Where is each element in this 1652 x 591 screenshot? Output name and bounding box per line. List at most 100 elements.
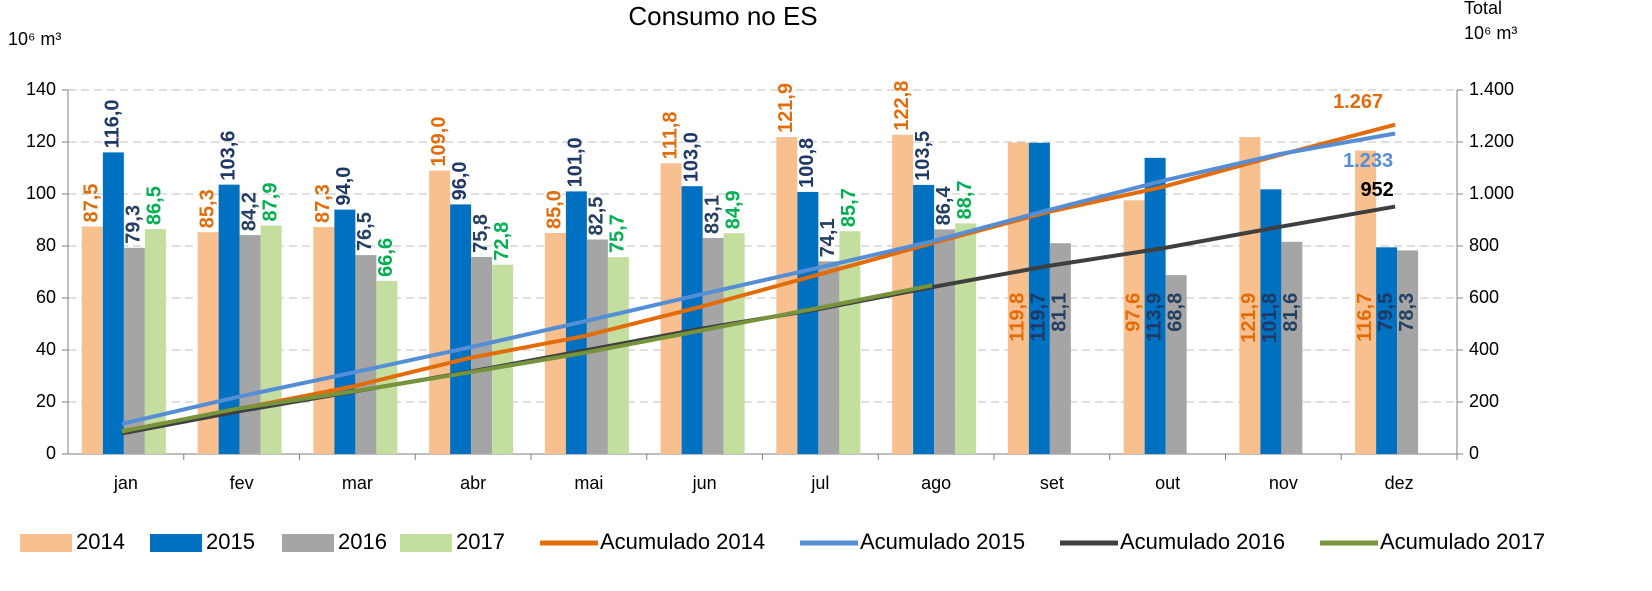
value-label: 74,1 xyxy=(817,218,839,257)
bar xyxy=(1281,241,1303,454)
bar xyxy=(144,229,166,454)
bar xyxy=(607,257,629,454)
y-axis-label: 10⁶ m³ xyxy=(8,29,61,49)
y2-tick-label: 1.400 xyxy=(1469,79,1514,99)
chart-title: Consumo no ES xyxy=(628,1,817,31)
y-tick-label: 140 xyxy=(26,79,56,99)
legend-label: 2017 xyxy=(456,529,505,554)
bar xyxy=(81,226,103,454)
value-label: 121,9 xyxy=(775,83,797,133)
bar xyxy=(797,191,819,455)
y2-tick-label: 600 xyxy=(1469,287,1499,307)
legend-label: Acumulado 2016 xyxy=(1120,529,1285,554)
bar xyxy=(660,163,682,454)
value-label: 103,0 xyxy=(680,132,702,182)
y2-tick-label: 200 xyxy=(1469,391,1499,411)
bar xyxy=(1123,200,1145,454)
x-tick-label: nov xyxy=(1269,473,1298,493)
line-label: 1.233 xyxy=(1343,150,1393,172)
value-label: 85,7 xyxy=(838,188,860,227)
value-label: 87,3 xyxy=(312,184,334,223)
bar xyxy=(450,204,472,454)
bar xyxy=(934,229,956,454)
value-label: 85,3 xyxy=(196,189,218,228)
legend-label: Acumulado 2014 xyxy=(600,529,765,554)
y-tick-label: 40 xyxy=(36,339,56,359)
legend-label: Acumulado 2017 xyxy=(1380,529,1545,554)
x-tick-label: set xyxy=(1040,473,1064,493)
value-label: 116,7 xyxy=(1354,293,1376,342)
line xyxy=(121,283,933,434)
value-label: 81,6 xyxy=(1280,293,1302,332)
value-label: 78,3 xyxy=(1396,293,1418,332)
bar xyxy=(1239,137,1261,454)
value-label: 113,9 xyxy=(1143,293,1165,342)
value-label: 88,7 xyxy=(954,180,976,219)
value-label: 75,8 xyxy=(470,214,492,253)
x-tick-label: out xyxy=(1155,473,1180,493)
value-label: 75,7 xyxy=(607,214,629,253)
y-tick-label: 120 xyxy=(26,131,56,151)
line xyxy=(121,131,1396,426)
bar xyxy=(492,264,514,454)
value-label: 122,8 xyxy=(891,81,913,131)
bar xyxy=(723,233,745,454)
y2-tick-label: 800 xyxy=(1469,235,1499,255)
bar xyxy=(818,261,840,454)
value-label: 119,8 xyxy=(1007,293,1029,342)
value-label: 86,5 xyxy=(144,186,166,225)
value-label: 101,0 xyxy=(565,137,587,187)
line xyxy=(121,122,1396,434)
value-label: 109,0 xyxy=(428,117,450,167)
bar xyxy=(1397,250,1419,454)
value-label: 111,8 xyxy=(659,111,681,159)
x-tick-label: dez xyxy=(1385,473,1414,493)
value-label: 79,3 xyxy=(123,205,145,244)
value-label: 83,1 xyxy=(701,195,723,234)
value-label: 85,0 xyxy=(544,190,566,229)
legend-swatch xyxy=(400,534,452,552)
legend-label: 2015 xyxy=(206,529,255,554)
value-label: 116,0 xyxy=(102,99,124,148)
bar xyxy=(376,280,398,454)
value-label: 87,5 xyxy=(81,184,103,223)
bar xyxy=(702,237,724,454)
line-label: 1.267 xyxy=(1333,91,1383,113)
value-label: 103,6 xyxy=(217,131,239,181)
y-tick-label: 100 xyxy=(26,183,56,203)
bar xyxy=(1376,247,1398,454)
legend-label: Acumulado 2015 xyxy=(860,529,1025,554)
bar xyxy=(355,255,377,454)
bar xyxy=(197,232,219,454)
y2-tick-label: 400 xyxy=(1469,339,1499,359)
bar xyxy=(776,137,798,454)
bar xyxy=(913,184,935,454)
value-label: 86,4 xyxy=(933,186,955,226)
bar xyxy=(102,152,124,454)
y-tick-label: 20 xyxy=(36,391,56,411)
y-tick-label: 80 xyxy=(36,235,56,255)
x-tick-label: mai xyxy=(574,473,603,493)
bar xyxy=(955,223,977,454)
line-label: 952 xyxy=(1360,179,1393,201)
legend-swatch xyxy=(20,534,72,552)
value-label: 94,0 xyxy=(333,167,355,206)
bar xyxy=(1144,157,1166,455)
value-label: 81,1 xyxy=(1049,293,1071,332)
value-label: 79,5 xyxy=(1375,293,1397,332)
bar xyxy=(239,235,261,454)
value-label: 96,0 xyxy=(449,161,471,200)
bar xyxy=(1355,150,1377,454)
legend-label: 2014 xyxy=(76,529,125,554)
x-tick-label: abr xyxy=(460,473,486,493)
value-label: 103,5 xyxy=(912,131,934,181)
x-tick-label: jun xyxy=(692,473,717,493)
bar xyxy=(839,231,861,454)
value-label: 101,8 xyxy=(1259,293,1281,343)
bar xyxy=(313,227,335,454)
x-tick-label: ago xyxy=(921,473,951,493)
y2-tick-label: 0 xyxy=(1469,443,1479,463)
bar xyxy=(429,170,451,454)
value-label: 66,6 xyxy=(375,238,397,277)
